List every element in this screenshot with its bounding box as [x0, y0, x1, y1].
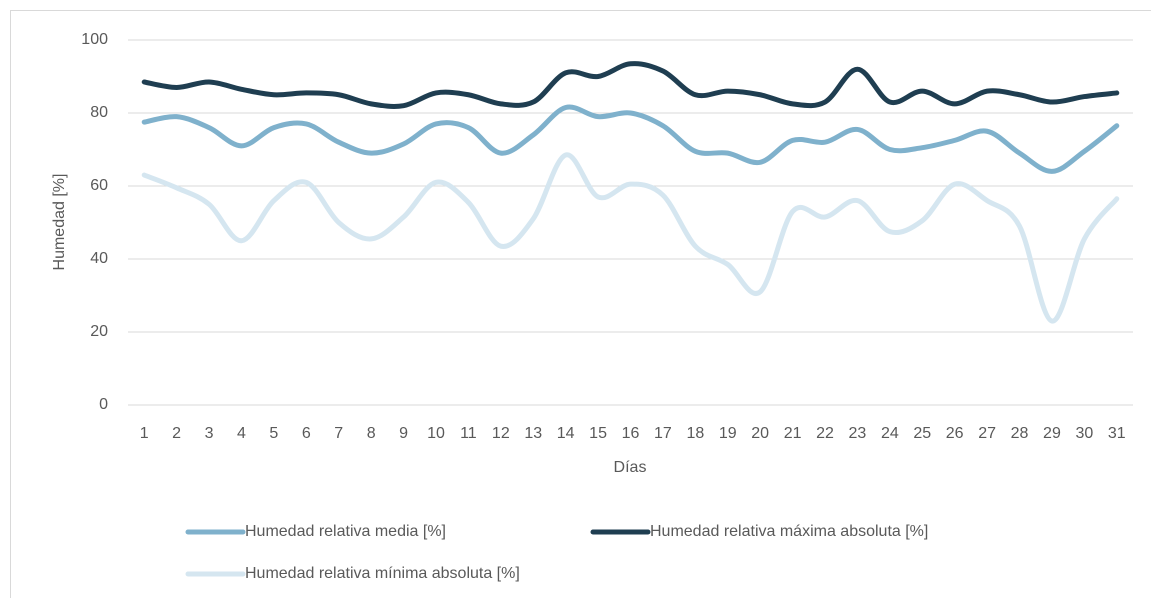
- x-tick-label: 6: [302, 425, 311, 442]
- x-tick-label: 22: [816, 425, 834, 442]
- y-tick-label: 40: [90, 250, 108, 267]
- legend-label: Humedad relativa media [%]: [245, 523, 446, 540]
- x-tick-label: 16: [622, 425, 640, 442]
- x-tick-label: 15: [589, 425, 607, 442]
- y-tick-label: 80: [90, 104, 108, 121]
- x-tick-label: 21: [784, 425, 802, 442]
- x-tick-label: 19: [719, 425, 737, 442]
- x-tick-label: 11: [460, 425, 477, 442]
- x-tick-label: 1: [140, 425, 149, 442]
- x-tick-label: 28: [1011, 425, 1029, 442]
- chart-frame: [10, 10, 1151, 598]
- x-tick-label: 14: [557, 425, 575, 442]
- y-tick-label: 0: [99, 396, 108, 413]
- x-tick-label: 3: [205, 425, 214, 442]
- x-tick-label: 29: [1043, 425, 1061, 442]
- x-tick-label: 25: [913, 425, 931, 442]
- x-tick-label: 17: [654, 425, 672, 442]
- x-tick-label: 26: [946, 425, 964, 442]
- legend-label: Humedad relativa mínima absoluta [%]: [245, 565, 520, 582]
- x-tick-label: 18: [686, 425, 704, 442]
- series-line: [141, 152, 1120, 324]
- x-tick-label: 13: [524, 425, 542, 442]
- y-axis-label: Humedad [%]: [51, 174, 68, 271]
- x-axis-label: Días: [614, 459, 647, 476]
- x-tick-label: 31: [1108, 425, 1126, 442]
- x-tick-label: 10: [427, 425, 445, 442]
- x-tick-label: 24: [881, 425, 899, 442]
- y-tick-label: 60: [90, 177, 108, 194]
- x-tick-label: 12: [492, 425, 510, 442]
- x-tick-label: 8: [367, 425, 376, 442]
- x-tick-label: 27: [978, 425, 996, 442]
- y-tick-label: 100: [81, 31, 108, 48]
- x-tick-label: 5: [269, 425, 278, 442]
- x-tick-label: 20: [751, 425, 769, 442]
- y-tick-label: 20: [90, 323, 108, 340]
- x-tick-label: 9: [399, 425, 408, 442]
- x-tick-label: 7: [334, 425, 343, 442]
- series-line: [141, 104, 1120, 174]
- x-tick-label: 30: [1075, 425, 1093, 442]
- x-tick-label: 4: [237, 425, 246, 442]
- x-tick-label: 2: [172, 425, 181, 442]
- legend-label: Humedad relativa máxima absoluta [%]: [650, 523, 928, 540]
- x-tick-label: 23: [849, 425, 867, 442]
- series-line: [141, 61, 1120, 109]
